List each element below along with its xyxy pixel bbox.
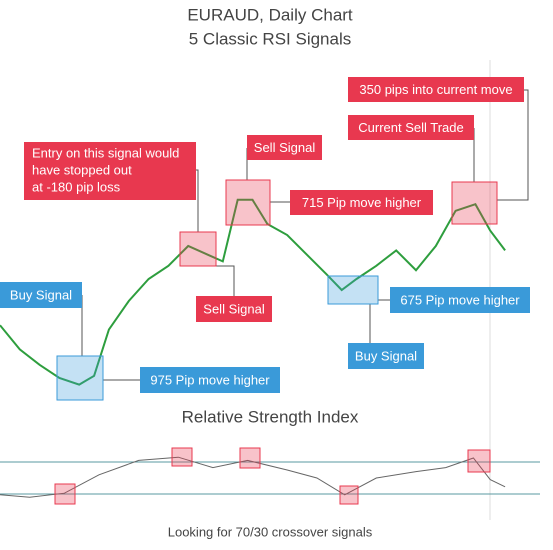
annotation-box: [24, 142, 196, 200]
sell-zone: [225, 179, 271, 226]
annotation-text: 350 pips into current move: [359, 82, 512, 97]
annotation-text: Buy Signal: [355, 348, 417, 363]
annotation-text: Current Sell Trade: [358, 120, 464, 135]
annotation-text: at -180 pip loss: [32, 179, 121, 194]
caption: Looking for 70/30 crossover signals: [168, 524, 373, 539]
rsi-zone: [467, 449, 491, 473]
connector: [196, 169, 199, 232]
annotation-text: 675 Pip move higher: [400, 292, 520, 307]
rsi-zone: [339, 485, 359, 505]
price-line: [0, 198, 506, 386]
rsi-zone: [171, 447, 193, 467]
sell-zone: [179, 231, 217, 267]
annotation-box: [247, 135, 322, 160]
chart-subtitle: 5 Classic RSI Signals: [189, 29, 352, 48]
annotation-box: [348, 343, 424, 369]
annotation-text: have stopped out: [32, 162, 132, 177]
annotation-text: Entry on this signal would: [32, 145, 179, 160]
rsi-line: [0, 456, 506, 498]
annotation-box: [390, 287, 530, 313]
rsi-zone: [54, 483, 76, 505]
rsi-title: Relative Strength Index: [182, 407, 359, 426]
annotation-box: [140, 367, 280, 393]
annotation-box: [348, 115, 474, 140]
annotation-text: Buy Signal: [10, 287, 72, 302]
highlights: [54, 179, 498, 505]
annotation-text: 975 Pip move higher: [150, 372, 270, 387]
rsi-zone: [239, 447, 261, 469]
buy-zone: [56, 355, 104, 401]
annotation-text: Sell Signal: [203, 301, 265, 316]
sell-zone: [451, 181, 498, 225]
annotation-box: [196, 296, 272, 322]
annotation-box: [0, 282, 82, 308]
annotation-box: [290, 190, 433, 215]
annotation-text: Sell Signal: [254, 140, 316, 155]
buy-zone: [327, 275, 379, 305]
chart-title: EURAUD, Daily Chart: [187, 5, 353, 24]
annotation-box: [348, 77, 524, 102]
annotation-text: 715 Pip move higher: [302, 195, 422, 210]
connector: [216, 265, 235, 296]
connector: [497, 89, 529, 201]
